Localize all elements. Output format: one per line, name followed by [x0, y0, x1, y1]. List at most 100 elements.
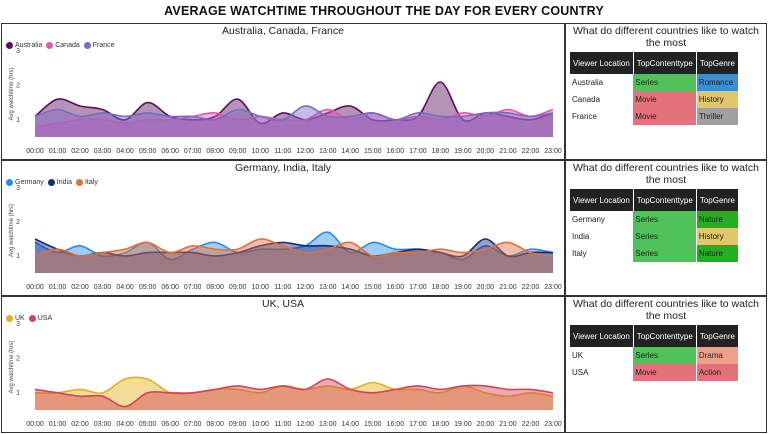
content-type-cell: Series: [633, 211, 697, 228]
x-tick-label: 03:00: [94, 284, 112, 291]
legend-marker: [6, 179, 13, 186]
y-tick-label: 3: [16, 185, 20, 192]
x-tick-label: 09:00: [229, 284, 247, 291]
y-tick-label: 1: [16, 117, 20, 124]
legend-marker: [28, 315, 36, 322]
legend-label: Italy: [84, 179, 98, 186]
x-tick-label: 00:00: [26, 148, 44, 155]
column-header[interactable]: Viewer Location: [570, 189, 634, 211]
x-tick-label: 07:00: [184, 148, 202, 155]
content-type-cell: Movie: [633, 91, 697, 108]
legend-label: Australia: [15, 42, 43, 49]
series-line-france[interactable]: [34, 105, 554, 122]
table-header-row: Viewer Location TopContenttype TopGenre: [570, 52, 739, 74]
column-header[interactable]: TopGenre: [696, 325, 739, 347]
x-tick-label: 00:00: [26, 284, 44, 291]
legend-item-australia[interactable]: Australia: [6, 42, 42, 49]
x-tick-label: 18:00: [432, 421, 450, 428]
series-line-india[interactable]: [34, 238, 554, 258]
series-line-canada[interactable]: [34, 108, 554, 128]
y-axis-title: Avg watchtime (hrs): [9, 68, 15, 121]
genre-cell: Thriller: [696, 108, 739, 125]
x-tick-label: 21:00: [499, 148, 517, 155]
chart-panel-uk-usa: UK, USA UK USA Avg watchtime (hrs) 1 2 3 00:0…: [1, 296, 565, 433]
y-tick-label: 2: [16, 219, 20, 226]
preferences-table: Viewer Location TopContenttype TopGenre UK S…: [570, 325, 739, 381]
table-title: What do different countries like to watc…: [573, 298, 759, 322]
chart-title: Germany, India, Italy: [234, 162, 332, 174]
x-tick-label: 20:00: [477, 148, 495, 155]
x-tick-label: 20:00: [477, 421, 495, 428]
x-tick-label: 22:00: [522, 421, 540, 428]
table-row: USA Movie Action: [570, 364, 739, 381]
legend-item-uk[interactable]: UK: [6, 315, 25, 322]
location-cell: Italy: [572, 249, 587, 258]
x-tick-label: 22:00: [522, 284, 540, 291]
content-type-cell: Movie: [633, 108, 697, 125]
table-row: Italy Series Nature: [570, 245, 739, 262]
x-tick-label: 23:00: [544, 148, 562, 155]
preferences-table: Viewer Location TopContenttype TopGenre Ger…: [570, 189, 739, 262]
column-header[interactable]: TopGenre: [696, 52, 739, 74]
x-tick-label: 12:00: [296, 421, 314, 428]
x-tick-label: 08:00: [206, 421, 224, 428]
legend-item-usa[interactable]: USA: [28, 315, 52, 322]
series-line-italy[interactable]: [34, 238, 554, 258]
x-tick-label: 08:00: [206, 148, 224, 155]
legend-item-india[interactable]: India: [47, 179, 72, 186]
legend-item-italy[interactable]: Italy: [75, 179, 98, 186]
legend-item-france[interactable]: France: [83, 42, 115, 49]
area-chart: Avg watchtime (hrs) 1 2 3 00:00 01:00 02:00 03:…: [9, 321, 562, 428]
x-tick-label: 15:00: [364, 284, 382, 291]
legend-item-germany[interactable]: Germany: [6, 179, 44, 186]
legend-marker: [46, 42, 54, 49]
x-tick-label: 23:00: [544, 421, 562, 428]
chart-legend: Germany India Italy: [6, 179, 98, 186]
x-tick-label: 06:00: [161, 148, 179, 155]
x-tick-label: 19:00: [454, 148, 472, 155]
table-header-row: Viewer Location TopContenttype TopGenre: [570, 189, 739, 211]
content-type-cell: Series: [633, 347, 697, 364]
table-row: France Movie Thriller: [570, 108, 739, 125]
area-australia: [35, 81, 553, 137]
x-tick-label: 14:00: [342, 284, 360, 291]
area-chart: Avg watchtime (hrs) 1 2 3 00:00 01:00 02:00 03:…: [9, 185, 562, 291]
x-tick-label: 07:00: [184, 284, 202, 291]
legend-label: Germany: [15, 179, 44, 186]
column-header[interactable]: TopContenttype: [633, 189, 697, 211]
x-tick-label: 11:00: [274, 421, 291, 428]
table-row: Canada Movie History: [570, 91, 739, 108]
location-cell: UK: [572, 351, 584, 360]
x-tick-label: 02:00: [71, 284, 89, 291]
legend-label: India: [56, 179, 72, 186]
legend-item-canada[interactable]: Canada: [46, 42, 80, 49]
chart-legend: UK USA: [6, 315, 52, 322]
content-type-cell: Series: [633, 228, 697, 245]
x-tick-label: 16:00: [387, 421, 405, 428]
legend-marker: [83, 42, 91, 49]
x-tick-label: 02:00: [71, 148, 89, 155]
series-line-australia[interactable]: [34, 81, 554, 125]
column-header[interactable]: TopContenttype: [633, 52, 697, 74]
x-tick-label: 09:00: [229, 421, 247, 428]
x-tick-label: 06:00: [161, 421, 179, 428]
x-tick-label: 16:00: [387, 148, 405, 155]
column-header[interactable]: TopContenttype: [633, 325, 697, 347]
chart-panel-australia-canada-france: Australia, Canada, France Australia Canad…: [1, 23, 565, 160]
area-uk: [35, 377, 553, 410]
series-line-germany[interactable]: [34, 231, 554, 261]
series-line-usa[interactable]: [34, 378, 554, 408]
column-header[interactable]: Viewer Location: [570, 52, 634, 74]
column-header[interactable]: Viewer Location: [570, 325, 634, 347]
genre-cell: Action: [696, 364, 739, 381]
column-header[interactable]: TopGenre: [696, 189, 739, 211]
area-india: [35, 239, 553, 273]
x-tick-label: 21:00: [499, 421, 517, 428]
x-tick-label: 10:00: [251, 284, 269, 291]
x-tick-label: 10:00: [251, 148, 269, 155]
y-axis-title: Avg watchtime (hrs): [9, 204, 15, 257]
genre-cell: Nature: [696, 211, 739, 228]
x-tick-label: 10:00: [251, 421, 269, 428]
x-tick-label: 21:00: [499, 284, 517, 291]
legend-marker: [47, 179, 55, 186]
